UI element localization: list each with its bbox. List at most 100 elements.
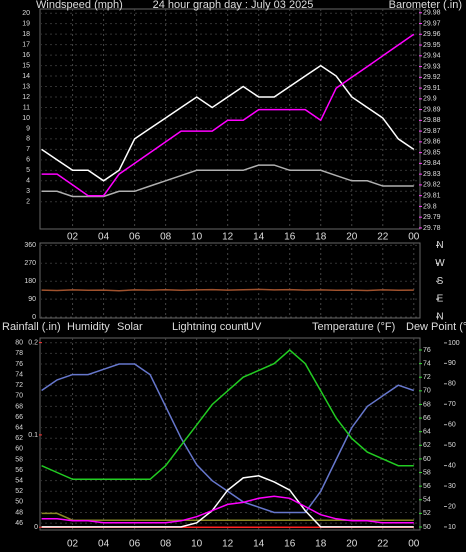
x-tick-label: 16 [284, 539, 296, 550]
y-tick-label: 78 [15, 350, 23, 357]
y-tick-label: 52 [15, 488, 23, 495]
y-tick-label: 62 [423, 442, 431, 449]
y-tick-label: 29.94 [423, 53, 441, 60]
y-tick-label: 29.89 [423, 106, 441, 113]
y-tick-label: 29.92 [423, 74, 441, 81]
y-tick-label: N [436, 312, 443, 323]
y-tick-label: 100 [448, 340, 460, 347]
y-tick-label: 50 [15, 499, 23, 506]
y-tick-label: 50 [423, 524, 431, 531]
axis-title: Temperature (°F) [312, 321, 395, 333]
y-tick-label: 54 [423, 497, 431, 504]
y-tick-label: 0.1 [28, 432, 38, 439]
y-tick-label: 90 [28, 296, 36, 303]
y-tick-label: 74 [15, 371, 23, 378]
y-tick-label: 29.79 [423, 214, 441, 221]
y-tick-label: 2 [26, 199, 30, 206]
y-tick-label: 29.8 [423, 203, 437, 210]
y-tick-label: 74 [423, 360, 431, 367]
y-tick-label: 14 [22, 73, 30, 80]
y-tick-label: 60 [15, 446, 23, 453]
x-tick-label: 00 [408, 539, 420, 550]
y-tick-label: 29.98 [423, 10, 441, 17]
x-tick-label: 14 [253, 539, 265, 550]
y-tick-label: 54 [15, 478, 23, 485]
series-line [41, 475, 414, 528]
x-tick-label: 10 [191, 539, 203, 550]
plot-area [39, 337, 421, 531]
y-tick-label: 66 [423, 415, 431, 422]
y-tick-label: 0.2 [28, 339, 38, 346]
y-tick-label: 70 [15, 393, 23, 400]
y-tick-label: 29.85 [423, 149, 441, 156]
x-tick-label: 04 [98, 232, 110, 243]
x-tick-label: 12 [222, 232, 234, 243]
y-tick-label: 68 [423, 401, 431, 408]
y-tick-label: 50 [448, 442, 456, 449]
y-tick-label: 64 [15, 424, 23, 431]
y-tick-label: 10 [22, 115, 30, 122]
y-tick-label: N [436, 240, 443, 251]
series-line [41, 164, 414, 198]
y-tick-label: 68 [15, 403, 23, 410]
y-tick-label: 58 [423, 469, 431, 476]
x-tick-label: 00 [408, 232, 420, 243]
y-tick-label: 270 [24, 260, 36, 267]
x-tick-label: 16 [284, 232, 296, 243]
y-tick-label: 29.81 [423, 192, 441, 199]
chart-title: Windspeed (mph) [36, 0, 123, 11]
y-tick-label: 70 [423, 388, 431, 395]
y-tick-label: 11 [23, 104, 30, 111]
y-tick-label: 30 [448, 483, 456, 490]
x-tick-label: 10 [191, 232, 203, 243]
y-tick-label: 7 [26, 146, 30, 153]
y-tick-label: 40 [448, 462, 456, 469]
axis-title: Humidity [67, 321, 110, 333]
y-tick-label: 20 [22, 10, 30, 17]
y-tick-label: 16 [22, 52, 30, 59]
x-tick-label: 18 [315, 232, 327, 243]
chart-title: Barometer (.in) [389, 0, 462, 11]
y-tick-label: 5 [26, 167, 30, 174]
x-tick-label: 08 [160, 539, 172, 550]
plot-area [39, 242, 421, 319]
y-tick-label: 29.86 [423, 139, 441, 146]
axis-title: Solar [117, 321, 143, 333]
y-tick-label: 12 [22, 94, 30, 101]
series-line [41, 33, 415, 197]
y-tick-label: W [435, 258, 445, 269]
y-tick-label: 90 [448, 360, 456, 367]
y-tick-label: 76 [15, 361, 23, 368]
series-line [41, 495, 414, 524]
y-tick-label: 20 [448, 503, 456, 510]
y-tick-label: 29.95 [423, 42, 441, 49]
y-tick-label: 48 [15, 509, 23, 516]
x-tick-label: 02 [67, 232, 79, 243]
y-tick-label: 8 [26, 136, 30, 143]
y-tick-label: 60 [423, 456, 431, 463]
x-tick-label: 06 [129, 232, 141, 243]
panel: 02 04 06 08 10 12 14 16 18 20 22 00 2 3 4 5 6 7 8 9 10 11 12 13… [22, 0, 462, 243]
x-tick-label: 06 [129, 539, 141, 550]
x-tick-label: 20 [346, 539, 358, 550]
y-tick-label: 29.82 [423, 182, 441, 189]
y-tick-label: 56 [15, 467, 23, 474]
x-tick-label: 02 [67, 539, 79, 550]
y-tick-label: S [437, 276, 444, 287]
y-tick-label: 52 [423, 510, 431, 517]
y-tick-label: 29.88 [423, 117, 441, 124]
y-tick-label: 360 [24, 242, 36, 249]
panel: 02 04 06 08 10 12 14 16 18 20 22 00 46 48 50 52 54 56 58 60… [2, 321, 466, 550]
series-line [41, 64, 415, 182]
series-line [41, 288, 414, 292]
y-tick-label: 60 [448, 422, 456, 429]
y-tick-label: 76 [423, 347, 431, 354]
y-tick-label: 29.78 [423, 225, 441, 232]
y-tick-label: 29.91 [423, 85, 441, 92]
axis-title: Rainfall (.in) [2, 321, 61, 333]
chart-title: 24 hour graph day : July 03 2025 [153, 0, 314, 11]
y-tick-label: E [437, 294, 444, 305]
y-tick-label: 29.9 [423, 96, 437, 103]
